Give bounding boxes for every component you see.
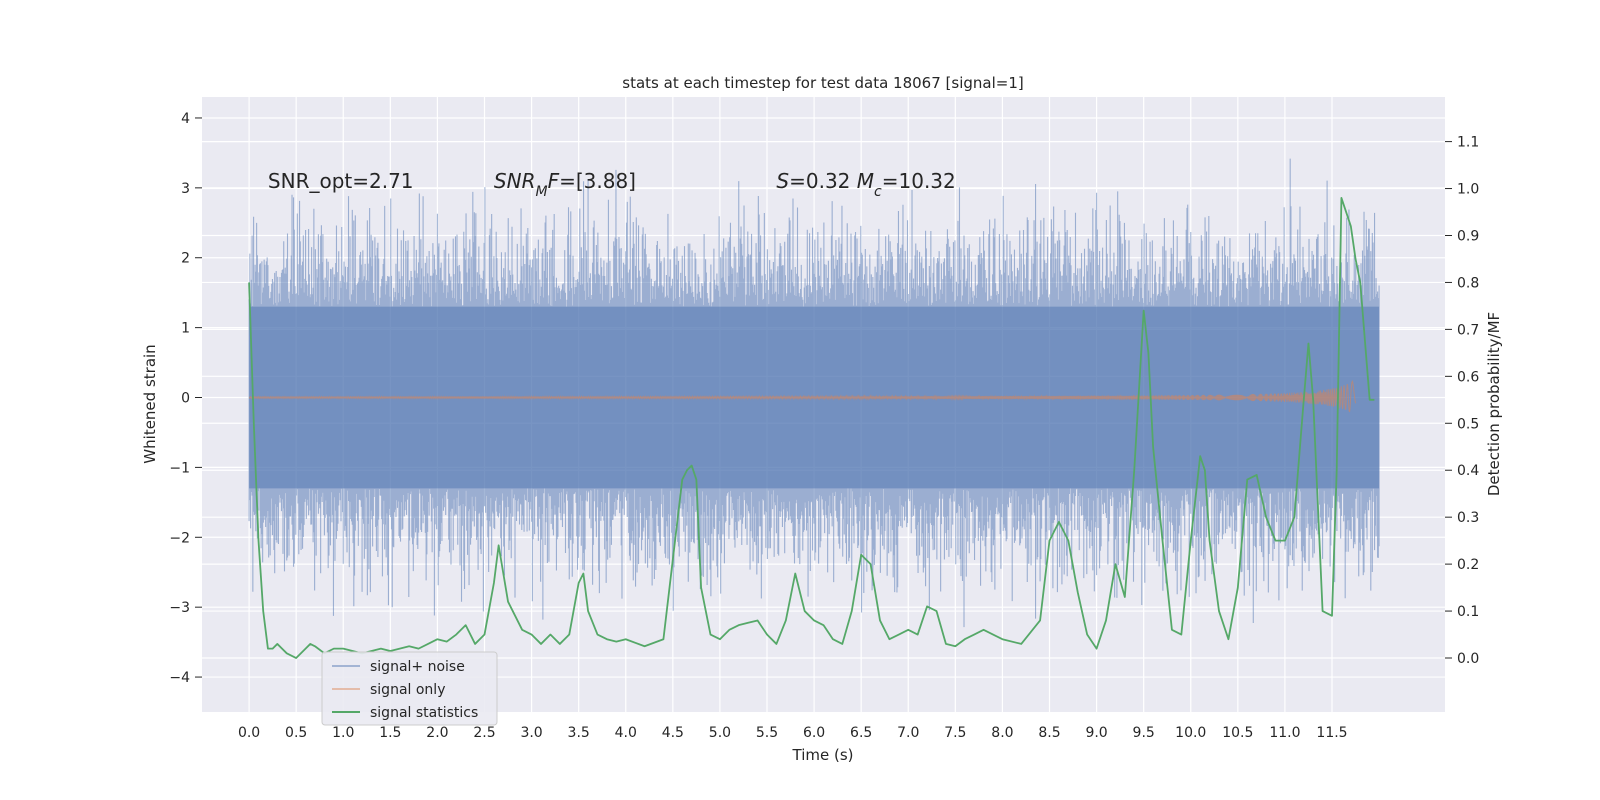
y-tick-label: 3 (181, 181, 190, 197)
x-tick-label: 0.0 (238, 725, 260, 741)
x-tick-label: 3.0 (520, 725, 542, 741)
x-tick-label: 5.5 (756, 725, 778, 741)
annotation-part: =[3.88] (559, 169, 636, 193)
x-tick-label: 0.5 (285, 725, 307, 741)
y-tick-label: 2 (181, 251, 190, 267)
x-axis: 0.0 0.5 1.0 1.5 2.0 2.5 3.0 3.5 4.0 4.5 5.0 5.5 6.0 6… (238, 725, 1348, 741)
legend-label: signal statistics (370, 705, 478, 721)
y-tick-label: −2 (169, 530, 190, 546)
legend: signal+ noise signal only signal statistic… (321, 651, 498, 726)
x-tick-label: 10.0 (1175, 725, 1206, 741)
annotation-part: M (535, 184, 547, 200)
y-tick-label: −1 (169, 460, 190, 476)
x-tick-label: 1.0 (332, 725, 354, 741)
x-tick-label: 10.5 (1222, 725, 1253, 741)
x-tick-label: 8.0 (991, 725, 1013, 741)
signal-only-trace (248, 379, 1357, 413)
x-tick-label: 7.5 (944, 725, 966, 741)
x-tick-label: 2.5 (473, 725, 495, 741)
y2-tick-label: 0.9 (1457, 228, 1479, 244)
signal-statistics-line (248, 197, 1375, 659)
x-tick-label: 7.0 (897, 725, 919, 741)
chart-title: stats at each timestep for test data 180… (622, 74, 1023, 92)
x-tick-label: 6.0 (803, 725, 825, 741)
annotations: SNR_opt=2.71 SNRMF=[3.88] S=0.32 Mc=10.32 (268, 169, 956, 200)
y2-tick-label: 0.8 (1457, 275, 1479, 291)
x-tick-label: 6.5 (850, 725, 872, 741)
y-tick-label: 0 (181, 391, 190, 407)
y-tick-label: −4 (169, 670, 190, 686)
y-axis-left: −4 −3 −2 −1 0 1 2 3 4 (169, 111, 202, 686)
y2-tick-label: 1.1 (1457, 135, 1479, 151)
annotation-part: F (548, 169, 560, 193)
x-tick-label: 2.0 (426, 725, 448, 741)
annotation-part: SNR_opt=2.71 (268, 169, 414, 193)
y2-tick-label: 1.0 (1457, 182, 1479, 198)
annotation-part: SNR (494, 169, 536, 193)
x-tick-label: 1.5 (379, 725, 401, 741)
annotation-part: =0.32 (789, 169, 857, 193)
x-tick-label: 3.5 (568, 725, 590, 741)
y2-tick-label: 0.7 (1457, 322, 1479, 338)
y-tick-label: −3 (169, 600, 190, 616)
legend-label: signal+ noise (370, 659, 465, 675)
annotation-part: c (874, 184, 882, 200)
y-tick-label: 1 (181, 321, 190, 337)
x-tick-label: 11.5 (1316, 725, 1347, 741)
annotation-part: M (857, 169, 874, 193)
legend-box (321, 651, 498, 726)
annotation-text: S=0.32 Mc=10.32 (776, 169, 955, 200)
annotation-text: SNRMF=[3.88] (494, 169, 636, 200)
x-tick-label: 4.5 (662, 725, 684, 741)
x-tick-label: 11.0 (1269, 725, 1300, 741)
annotation-part: S (776, 169, 789, 193)
y2-tick-label: 0.0 (1457, 651, 1479, 667)
series-signal-only (248, 379, 1357, 413)
y-tick-label: 4 (181, 111, 190, 127)
y2-tick-label: 0.4 (1457, 463, 1479, 479)
annotation-text: SNR_opt=2.71 (268, 169, 414, 193)
x-tick-label: 5.0 (709, 725, 731, 741)
y2-tick-label: 0.3 (1457, 510, 1479, 526)
legend-label: signal only (370, 682, 445, 698)
y2-tick-label: 0.6 (1457, 369, 1479, 385)
y2-tick-label: 0.1 (1457, 604, 1479, 620)
y-axis-label: Whitened strain (141, 344, 159, 463)
y2-axis-label: Detection probability/MF (1485, 312, 1503, 496)
x-axis-label: Time (s) (792, 746, 854, 764)
x-tick-label: 9.5 (1133, 725, 1155, 741)
x-tick-label: 9.0 (1085, 725, 1107, 741)
y2-tick-label: 0.2 (1457, 557, 1479, 573)
x-tick-label: 8.5 (1038, 725, 1060, 741)
series-signal-statistics (248, 197, 1375, 659)
y-axis-right: 0.0 0.1 0.2 0.3 0.4 0.5 0.6 0.7 0.8 0.9 1.0 1.1 (1445, 135, 1479, 667)
y2-tick-label: 0.5 (1457, 416, 1479, 432)
annotation-part: =10.32 (882, 169, 956, 193)
x-tick-label: 4.0 (615, 725, 637, 741)
